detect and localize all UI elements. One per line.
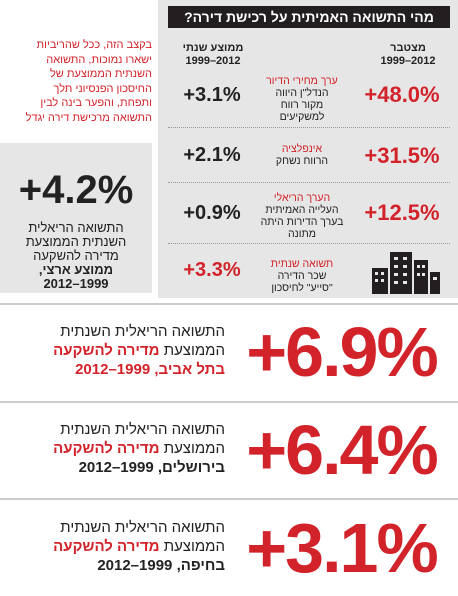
building-icon [372, 252, 440, 294]
text: מדירה להשקעה [53, 342, 160, 359]
text-line: ממוצע ארצי, [38, 262, 114, 277]
text-line: התשואה הריאלית השנתית [60, 421, 225, 438]
header-years: 1999–2012 [185, 55, 241, 67]
note: בקצב הזה, ככל שהריביות ישארו נמוכות, התש… [4, 38, 152, 125]
text: מדירה להשקעה [53, 538, 160, 555]
row-text: "סייע" לחיסכון [271, 282, 333, 294]
header-cumulative: מצטבר 1999–2012 [358, 42, 458, 68]
row-label: הערך הריאלי העלייה האמיתית בערך הדירות ה… [256, 192, 348, 240]
cumulative-value: +31.5% [364, 143, 440, 168]
text: מדירה להשקעה [53, 440, 160, 457]
annual-value: +0.9% [183, 202, 241, 224]
header-annual: ממוצע שנתי 1999–2012 [163, 42, 263, 68]
text-line: בתל אביב, 2012–1999 [10, 360, 225, 379]
cumulative-value: +48.0% [364, 82, 440, 107]
city-text: התשואה הריאלית השנתית הממוצעת מדירה להשק… [10, 420, 225, 477]
annual-value: +3.1% [183, 84, 241, 106]
text-line: הממוצעת מדירה להשקעה [10, 341, 225, 360]
header-years: 1999–2012 [380, 55, 436, 67]
text: 2012–1999 [97, 557, 173, 574]
divider [0, 303, 458, 305]
annual-value: +3.3% [183, 259, 241, 281]
header-text: מצטבר [390, 42, 426, 54]
row-text: למשקיעים [279, 111, 325, 123]
text-line: 2012–1999 [43, 276, 109, 291]
row-heading: תשואה שנתית [270, 258, 334, 270]
panel-title: מהי התשואה האמיתית על רכישת דירה? [168, 6, 450, 28]
city-value: +6.4% [246, 411, 438, 489]
text: 2012–1999 [78, 459, 154, 476]
text: 2012–1999 [75, 361, 151, 378]
note-line: החיסכון הפנסיוני תלך [53, 82, 152, 95]
note-line: בקצב הזה, ככל שהריביות [36, 39, 153, 51]
text-line: התשואה הריאלית השנתית [60, 519, 225, 536]
annual-value: +2.1% [183, 144, 241, 166]
separator [168, 243, 450, 244]
text-line: התשואה הריאלית השנתית [60, 323, 225, 340]
note-line: ישארו נמוכות, התשואה [46, 53, 152, 66]
text: בחיפה, [176, 557, 225, 574]
text-line: מדירה להשקעה [33, 248, 119, 263]
cumulative-value: +12.5% [364, 200, 440, 225]
row-text: מתונה [288, 228, 316, 240]
city-value: +3.1% [246, 509, 438, 587]
text-line: הממוצעת מדירה להשקעה [10, 439, 225, 458]
row-text: העלייה האמיתית [265, 204, 339, 216]
text: הממוצעת [163, 440, 225, 457]
national-value: +4.2% [18, 168, 134, 212]
row-heading: אינפלציה [281, 143, 323, 155]
text-line: הממוצעת מדירה להשקעה [10, 537, 225, 556]
row-text: שכר הדירה [277, 270, 327, 282]
separator [168, 182, 450, 183]
city-text: התשואה הריאלית השנתית הממוצעת מדירה להשק… [10, 518, 225, 575]
row-text: הנדל"ן היווה [275, 87, 329, 99]
row-text: בערך הדירות היתה [260, 216, 344, 228]
text-line: השנתית הממוצעת [25, 234, 127, 249]
national-text: התשואה הריאלית השנתית הממוצעת מדירה להשק… [8, 221, 144, 291]
text: בתל אביב, [154, 361, 225, 378]
text: בירושלים, [157, 459, 225, 476]
divider [0, 401, 458, 403]
text-line: בחיפה, 2012–1999 [10, 556, 225, 575]
row-heading: הערך הריאלי [273, 192, 331, 204]
note-line: ותפחת, והפער בינה לבין [40, 97, 152, 109]
text-line: בירושלים, 2012–1999 [10, 458, 225, 477]
note-line: התשואה מרכישת דירה יגדל [25, 111, 152, 124]
comparison-panel: מהי התשואה האמיתית על רכישת דירה? מצטבר … [158, 0, 458, 298]
text: הממוצעת [163, 342, 225, 359]
row-text: מקור רווח [280, 99, 324, 111]
national-box: +4.2% התשואה הריאלית השנתית הממוצעת מדיר… [0, 143, 152, 293]
row-label: ערך מחירי הדיור הנדל"ן היווה מקור רווח ל… [256, 75, 348, 123]
row-label: תשואה שנתית שכר הדירה "סייע" לחיסכון [256, 258, 348, 294]
separator [168, 127, 450, 128]
row-heading: ערך מחירי הדיור [266, 75, 338, 87]
text: הממוצעת [163, 538, 225, 555]
city-value: +6.9% [246, 313, 438, 391]
row-label: אינפלציה הרווח נשחק [256, 143, 348, 167]
text-line: התשואה הריאלית [28, 220, 124, 235]
header-text: ממוצע שנתי [182, 42, 244, 54]
row-text: הרווח נשחק [275, 155, 329, 167]
note-line: השנתית הממוצעת של [49, 68, 152, 80]
divider [0, 498, 458, 500]
city-text: התשואה הריאלית השנתית הממוצעת מדירה להשק… [10, 322, 225, 379]
